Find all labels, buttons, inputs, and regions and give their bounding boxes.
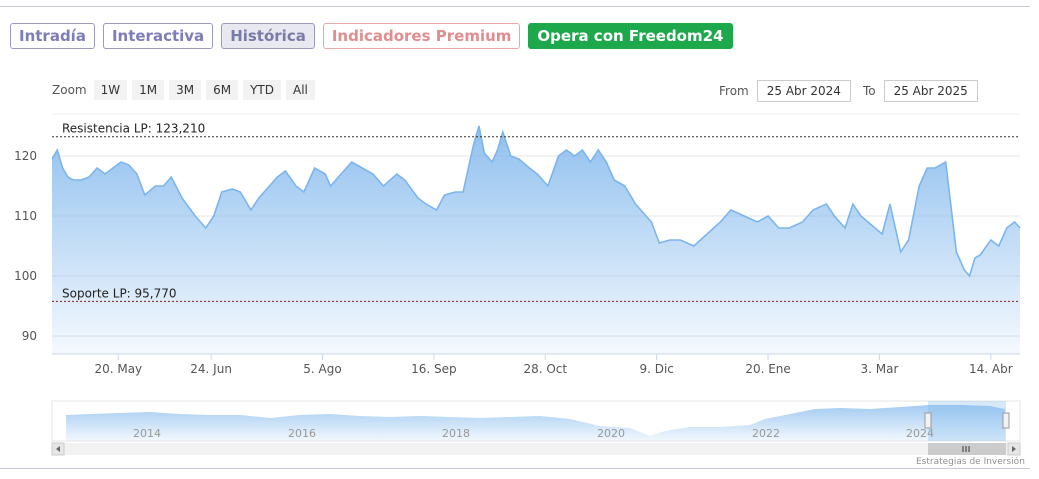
to-date-input[interactable]: 25 Abr 2025 (883, 80, 978, 102)
zoom-selector: Zoom 1W 1M 3M 6M YTD All (52, 80, 315, 100)
zoom-button-1w[interactable]: 1W (93, 80, 128, 100)
bottom-divider (0, 468, 1030, 469)
y-tick-label: 90 (22, 329, 37, 343)
resistance-label: Resistencia LP: 123,210 (62, 122, 205, 136)
tab-indicadores-premium[interactable]: Indicadores Premium (322, 23, 521, 49)
tab-historica[interactable]: Histórica (221, 23, 315, 49)
x-tick-label: 5. Ago (303, 362, 341, 376)
navigator[interactable]: 2014 2016 2018 2020 2022 2024 (51, 400, 1021, 442)
x-tick-label: 20. May (94, 362, 142, 376)
navigator-year-label: 2024 (906, 427, 934, 440)
zoom-button-1m[interactable]: 1M (132, 80, 165, 100)
price-line (51, 125, 1021, 278)
y-tick-label: 110 (14, 209, 37, 223)
navigator-year-label: 2022 (752, 427, 780, 440)
zoom-button-6m[interactable]: 6M (206, 80, 239, 100)
scroll-left-icon (56, 446, 60, 452)
tab-intradia[interactable]: Intradía (10, 23, 95, 49)
support-label: Soporte LP: 95,770 (62, 286, 177, 300)
navigator-series (66, 405, 1005, 441)
scrollbar-thumb[interactable] (928, 443, 1006, 455)
navigator-year-label: 2018 (442, 427, 470, 440)
opera-freedom24-button[interactable]: Opera con Freedom24 (528, 23, 733, 49)
navigator-selection[interactable] (928, 401, 1006, 441)
from-label: From (719, 84, 749, 98)
to-label: To (862, 84, 876, 98)
y-tick-label: 120 (14, 149, 37, 163)
navigator-year-label: 2014 (133, 427, 161, 440)
chart-type-tabs: Intradía Interactiva Histórica Indicador… (10, 23, 733, 49)
x-tick-label: 24. Jun (190, 362, 232, 376)
zoom-button-ytd[interactable]: YTD (243, 80, 281, 100)
navigator-handle-left[interactable] (924, 412, 932, 429)
x-tick-label: 9. Dic (639, 362, 673, 376)
zoom-label: Zoom (52, 83, 87, 97)
scrollbar-grip-icon (962, 446, 970, 452)
x-tick-label: 16. Sep (411, 362, 457, 376)
y-axis-ticks: 90 100 110 120 (14, 149, 37, 343)
zoom-button-all[interactable]: All (286, 80, 315, 100)
from-date-input[interactable]: 25 Abr 2024 (756, 80, 851, 102)
zoom-button-3m[interactable]: 3M (169, 80, 202, 100)
date-range: From 25 Abr 2024 To 25 Abr 2025 (719, 80, 978, 102)
y-tick-label: 100 (14, 269, 37, 283)
navigator-year-label: 2020 (597, 427, 625, 440)
tab-interactiva[interactable]: Interactiva (102, 23, 214, 49)
scrollbar[interactable] (51, 442, 1021, 456)
x-axis-ticks: 20. May 24. Jun 5. Ago 16. Sep 28. Oct 9. Dic… (94, 354, 1013, 376)
top-divider (0, 6, 1030, 7)
navigator-year-label: 2016 (288, 427, 316, 440)
x-tick-label: 20. Ene (745, 362, 790, 376)
scroll-right-icon (1012, 446, 1016, 452)
price-area (52, 126, 1020, 354)
x-tick-label: 14. Abr (969, 362, 1013, 376)
x-tick-label: 3. Mar (860, 362, 898, 376)
scrollbar-track[interactable] (52, 443, 1020, 455)
credits[interactable]: Estrategias de Inversión (916, 457, 1025, 467)
plot-area: Resistencia LP: 123,210 Soporte LP: 95,7… (14, 113, 1021, 376)
x-tick-label: 28. Oct (523, 362, 567, 376)
navigator-handle-right[interactable] (1002, 412, 1010, 429)
